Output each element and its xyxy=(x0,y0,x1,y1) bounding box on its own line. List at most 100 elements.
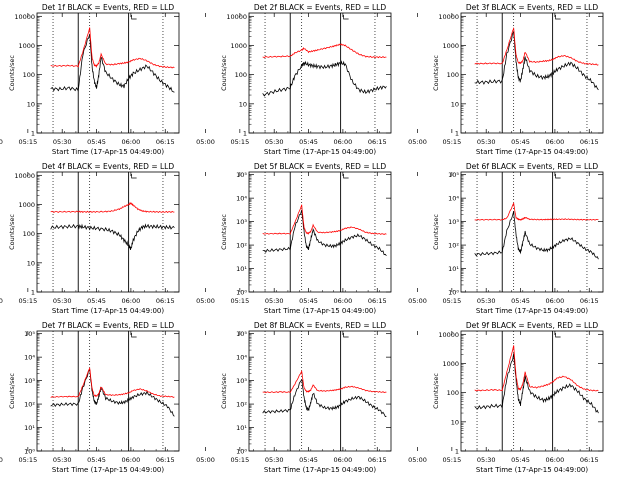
panel-title: Det 3f BLACK = Events, RED = LLD xyxy=(466,3,599,12)
y-axis-label: Counts/sec xyxy=(432,373,440,409)
panel-title: Det 8f BLACK = Events, RED = LLD xyxy=(254,321,387,330)
y-tick-label: 10¹ xyxy=(24,424,35,432)
x-tick-label: 05:30 xyxy=(53,456,72,464)
y-tick-label: 1 xyxy=(31,130,35,138)
x-axis-label: Start Time (17-Apr-15 04:49:00) xyxy=(264,307,376,315)
x-tick-label: 06:00 xyxy=(334,456,353,464)
x-tick-label: 06:15 xyxy=(368,456,387,464)
y-tick-label: 10⁴ xyxy=(236,195,247,203)
events-series-line xyxy=(50,223,175,251)
y-tick-label: 100 xyxy=(447,389,459,397)
x-tick-label: 05:00 xyxy=(0,138,3,146)
x-tick-label: 06:00 xyxy=(546,138,565,146)
x-tick-label: 05:15 xyxy=(230,456,249,464)
y-tick-label: 10⁰ xyxy=(236,289,247,297)
bracket-mark xyxy=(131,333,137,338)
y-tick-label: 1000 xyxy=(18,42,35,50)
y-tick-label: 10000 xyxy=(438,13,459,21)
bracket-mark xyxy=(343,15,349,20)
lld-series-line xyxy=(50,27,175,69)
x-tick-label: 05:45 xyxy=(299,138,318,146)
plot-frame xyxy=(460,330,604,452)
x-tick-label: 06:15 xyxy=(580,297,599,305)
y-tick-label: 10³ xyxy=(448,218,459,226)
panel-title: Det 2f BLACK = Events, RED = LLD xyxy=(254,3,387,12)
panel-det-5: Det 5f BLACK = Events, RED = LLD Counts/s… xyxy=(196,162,392,315)
plot-frame xyxy=(460,12,604,134)
y-tick-label: 1000 xyxy=(18,201,35,209)
x-axis-label: Start Time (17-Apr-15 04:49:00) xyxy=(264,148,376,156)
x-tick-label: 05:00 xyxy=(0,456,3,464)
x-tick-label: 05:15 xyxy=(230,138,249,146)
y-axis-label: Counts/sec xyxy=(220,55,228,91)
x-tick-label: 05:45 xyxy=(299,456,318,464)
x-tick-label: 05:15 xyxy=(442,456,461,464)
x-tick-label: 05:45 xyxy=(511,456,530,464)
y-tick-label: 10⁵ xyxy=(448,171,459,179)
events-series-line xyxy=(474,210,599,260)
panel-title: Det 1f BLACK = Events, RED = LLD xyxy=(42,3,175,12)
lld-series-line xyxy=(262,369,387,394)
x-tick-label: 05:30 xyxy=(477,456,496,464)
x-tick-label: 06:15 xyxy=(156,138,175,146)
panel-det-1: Det 1f BLACK = Events, RED = LLD Counts/s… xyxy=(0,3,180,156)
y-tick-label: 10 xyxy=(239,100,247,108)
y-tick-label: 10³ xyxy=(236,377,247,385)
x-tick-label: 05:15 xyxy=(230,297,249,305)
x-tick-label: 05:00 xyxy=(408,456,427,464)
x-tick-label: 06:15 xyxy=(580,138,599,146)
y-tick-label: 10² xyxy=(236,242,247,250)
events-series-line xyxy=(50,33,175,93)
y-tick-label: 10⁵ xyxy=(236,171,247,179)
bracket-mark xyxy=(343,174,349,179)
y-tick-label: 10² xyxy=(24,401,35,409)
lld-series-line xyxy=(262,204,387,235)
y-tick-label: 10² xyxy=(236,401,247,409)
y-axis-label: Counts/sec xyxy=(432,55,440,91)
y-tick-label: 10⁴ xyxy=(448,195,459,203)
plot-frame xyxy=(36,330,180,452)
events-series-line xyxy=(50,369,175,417)
plot-frame xyxy=(36,171,180,293)
x-tick-label: 06:00 xyxy=(334,138,353,146)
plot-frame xyxy=(36,12,180,134)
x-tick-label: 05:00 xyxy=(196,297,215,305)
x-tick-label: 05:30 xyxy=(477,297,496,305)
y-tick-label: 10¹ xyxy=(236,424,247,432)
y-axis-label: Counts/sec xyxy=(220,214,228,250)
y-tick-label: 10 xyxy=(451,100,459,108)
y-tick-label: 10⁵ xyxy=(24,330,35,338)
y-tick-label: 10000 xyxy=(438,331,459,339)
x-tick-label: 06:00 xyxy=(122,456,141,464)
y-tick-label: 1 xyxy=(455,130,459,138)
panel-title: Det 6f BLACK = Events, RED = LLD xyxy=(466,162,599,171)
y-tick-label: 1000 xyxy=(442,360,459,368)
panel-det-7: Det 7f BLACK = Events, RED = LLD Counts/s… xyxy=(0,321,180,474)
x-tick-label: 06:15 xyxy=(368,138,387,146)
x-axis-label: Start Time (17-Apr-15 04:49:00) xyxy=(264,466,376,474)
y-tick-label: 10000 xyxy=(14,13,35,21)
lld-series-line xyxy=(50,367,175,398)
y-axis-label: Counts/sec xyxy=(432,214,440,250)
x-tick-label: 05:00 xyxy=(408,297,427,305)
x-tick-label: 06:00 xyxy=(546,297,565,305)
panel-title: Det 9f BLACK = Events, RED = LLD xyxy=(466,321,599,330)
y-tick-label: 1000 xyxy=(442,42,459,50)
x-tick-label: 05:45 xyxy=(87,297,106,305)
x-tick-label: 05:15 xyxy=(442,138,461,146)
y-tick-label: 10000 xyxy=(226,13,247,21)
events-series-line xyxy=(474,30,599,91)
bracket-mark xyxy=(343,333,349,338)
y-tick-label: 10⁴ xyxy=(236,354,247,362)
y-tick-label: 10⁴ xyxy=(24,354,35,362)
x-tick-label: 05:30 xyxy=(265,138,284,146)
lld-series-line xyxy=(474,27,599,66)
events-series-line xyxy=(262,60,387,97)
y-tick-label: 100 xyxy=(23,230,35,238)
y-tick-label: 10⁰ xyxy=(448,289,459,297)
bracket-mark xyxy=(555,174,561,179)
y-axis-label: Counts/sec xyxy=(8,55,16,91)
x-tick-label: 05:45 xyxy=(511,297,530,305)
panel-det-8: Det 8f BLACK = Events, RED = LLD Counts/s… xyxy=(196,321,392,474)
